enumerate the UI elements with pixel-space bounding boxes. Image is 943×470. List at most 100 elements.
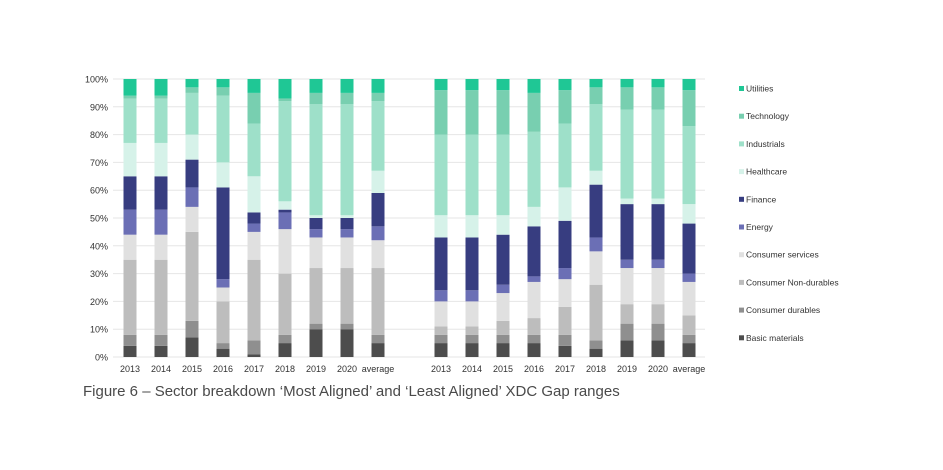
bar-segment bbox=[278, 201, 292, 210]
bar-segment bbox=[496, 234, 510, 285]
legend-swatch bbox=[739, 113, 744, 119]
bar-segment bbox=[496, 284, 510, 294]
bar-segment bbox=[589, 87, 603, 105]
gridlines bbox=[113, 78, 705, 358]
y-tick-label: 30% bbox=[90, 269, 108, 279]
bar-segment bbox=[371, 79, 385, 93]
bar-segment bbox=[434, 215, 448, 238]
bar-segment bbox=[154, 334, 168, 346]
bar-segment bbox=[247, 123, 261, 177]
bar-segment bbox=[216, 95, 230, 163]
x-tick-label: average bbox=[362, 364, 395, 374]
bar-segment bbox=[340, 237, 354, 269]
bar-segment bbox=[216, 343, 230, 349]
bar-segment bbox=[123, 234, 137, 260]
bar-segment bbox=[309, 323, 323, 330]
x-tick-label: 2013 bbox=[431, 364, 451, 374]
bar-segment bbox=[651, 340, 665, 357]
bar-segment bbox=[682, 126, 696, 205]
bar-segment bbox=[558, 345, 572, 357]
bar-segment bbox=[682, 79, 696, 91]
x-tick-label: 2018 bbox=[275, 364, 295, 374]
legend-item: Energy bbox=[739, 222, 774, 232]
x-tick-label: 2018 bbox=[586, 364, 606, 374]
bar-segment bbox=[682, 273, 696, 282]
bar-segment bbox=[465, 134, 479, 216]
bar-segment bbox=[247, 340, 261, 355]
bar-segment bbox=[185, 320, 199, 338]
bar-segment bbox=[682, 334, 696, 344]
bar-segment bbox=[216, 301, 230, 344]
legend-label: Energy bbox=[746, 222, 774, 232]
bar-segment bbox=[589, 104, 603, 171]
bar-segment bbox=[682, 315, 696, 335]
legend: Utilities Technology Industrials Healthcare… bbox=[739, 84, 839, 343]
legend-label: Basic materials bbox=[746, 333, 804, 343]
x-tick-label: 2016 bbox=[524, 364, 544, 374]
legend-item: Consumer services bbox=[739, 250, 819, 260]
bar-stack bbox=[527, 79, 541, 357]
bar-segment bbox=[589, 79, 603, 88]
bar-segment bbox=[558, 279, 572, 307]
bar-segment bbox=[465, 90, 479, 135]
legend-label: Technology bbox=[746, 111, 790, 121]
bar-segment bbox=[154, 259, 168, 335]
bar-segment bbox=[278, 101, 292, 202]
bar-segment bbox=[434, 90, 448, 135]
bar-segment bbox=[340, 92, 354, 105]
bar-stack bbox=[247, 79, 261, 357]
bar-segment bbox=[620, 198, 634, 205]
bar-stack bbox=[589, 79, 603, 357]
bar-segment bbox=[278, 79, 292, 99]
bar-segment bbox=[527, 131, 541, 207]
bar-segment bbox=[371, 92, 385, 102]
bar-segment bbox=[154, 79, 168, 96]
bar-segment bbox=[247, 231, 261, 260]
bar-segment bbox=[185, 92, 199, 135]
bar-segment bbox=[154, 142, 168, 177]
bar-segment bbox=[527, 206, 541, 227]
bar-segment bbox=[247, 212, 261, 224]
bar-segment bbox=[589, 348, 603, 357]
bar-segment bbox=[216, 287, 230, 302]
bar-segment bbox=[247, 79, 261, 93]
bar-segment bbox=[651, 79, 665, 88]
bar-segment bbox=[185, 206, 199, 232]
bar-segment bbox=[216, 279, 230, 288]
legend-label: Consumer services bbox=[746, 250, 819, 260]
bar-stack bbox=[496, 79, 510, 357]
bar-segment bbox=[620, 204, 634, 260]
x-tick-label: 2013 bbox=[120, 364, 140, 374]
bar-segment bbox=[651, 304, 665, 324]
bar-stack bbox=[340, 79, 354, 357]
bar-segment bbox=[465, 290, 479, 302]
bar-stack bbox=[154, 79, 168, 357]
bar-segment bbox=[682, 343, 696, 357]
legend-swatch bbox=[739, 169, 744, 175]
bar-stack bbox=[682, 79, 696, 357]
bar-segment bbox=[527, 226, 541, 277]
x-tick-label: 2017 bbox=[555, 364, 575, 374]
bar-segment bbox=[589, 251, 603, 285]
legend-label: Industrials bbox=[746, 139, 785, 149]
bar-segment bbox=[465, 343, 479, 357]
bar-segment bbox=[371, 240, 385, 269]
legend-swatch bbox=[739, 335, 744, 341]
bar-segment bbox=[216, 187, 230, 280]
bar-segment bbox=[527, 276, 541, 282]
bar-segment bbox=[278, 273, 292, 335]
bar-segment bbox=[216, 348, 230, 357]
bar-segment bbox=[371, 192, 385, 227]
bar-segment bbox=[651, 204, 665, 260]
y-tick-label: 10% bbox=[90, 325, 108, 335]
bar-segment bbox=[154, 95, 168, 99]
legend-label: Utilities bbox=[746, 84, 773, 94]
bar-segment bbox=[651, 109, 665, 199]
bar-segment bbox=[527, 92, 541, 132]
y-tick-label: 80% bbox=[90, 130, 108, 140]
legend-swatch bbox=[739, 86, 744, 91]
bar-segment bbox=[185, 187, 199, 207]
bar-segment bbox=[558, 268, 572, 280]
x-tick-label: 2017 bbox=[244, 364, 264, 374]
bar-segment bbox=[682, 281, 696, 316]
